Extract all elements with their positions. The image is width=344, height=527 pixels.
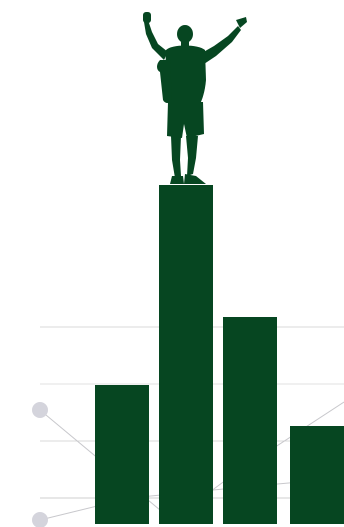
bar-group (95, 185, 344, 524)
person-arms-raised-silhouette-icon (143, 12, 247, 184)
bar (290, 426, 344, 524)
markers (32, 402, 48, 527)
circle-dot-icon (32, 402, 48, 418)
circle-dot-icon (32, 512, 48, 527)
bar (159, 185, 213, 524)
bar (223, 317, 277, 524)
bar (95, 385, 149, 524)
